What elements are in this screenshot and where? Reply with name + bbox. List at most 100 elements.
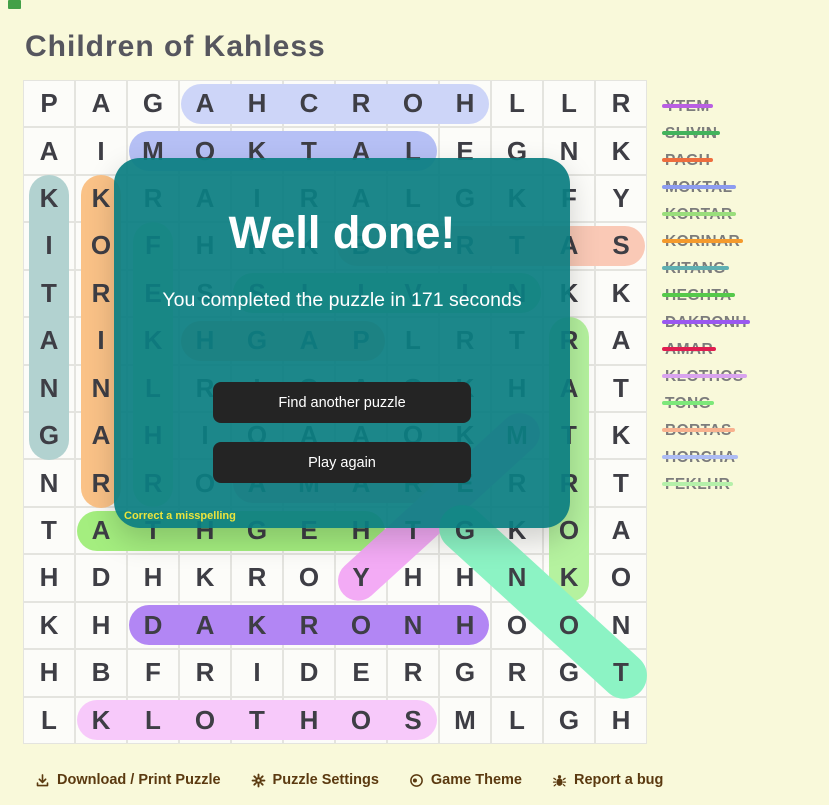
grid-cell[interactable]: E [335, 649, 387, 697]
grid-cell[interactable]: N [23, 364, 75, 412]
grid-cell[interactable]: H [127, 554, 179, 602]
puzzle-settings-button[interactable]: Puzzle Settings [251, 772, 379, 788]
grid-cell[interactable]: A [75, 80, 127, 128]
grid-cell[interactable]: A [595, 506, 647, 555]
grid-cell[interactable]: L [127, 696, 179, 744]
grid-cell[interactable]: K [595, 269, 647, 318]
grid-cell[interactable]: A [179, 80, 231, 128]
grid-cell[interactable]: H [387, 554, 439, 602]
word-strikethrough [662, 374, 747, 378]
grid-cell[interactable]: H [439, 554, 491, 602]
grid-cell[interactable]: H [439, 601, 491, 650]
game-theme-button[interactable]: Game Theme [409, 772, 522, 788]
grid-cell[interactable]: T [595, 364, 647, 412]
grid-cell[interactable]: K [179, 554, 231, 602]
grid-cell[interactable]: T [231, 696, 283, 744]
grid-cell[interactable]: M [439, 696, 491, 744]
word-list-item: BORTAS [662, 417, 735, 444]
grid-cell[interactable]: O [491, 601, 543, 650]
grid-cell[interactable]: A [23, 317, 75, 365]
grid-cell[interactable]: O [179, 696, 231, 744]
grid-cell[interactable]: O [595, 554, 647, 602]
grid-cell[interactable]: S [387, 696, 439, 744]
grid-cell[interactable]: N [387, 601, 439, 650]
grid-letter: T [249, 704, 265, 735]
grid-cell[interactable]: A [595, 317, 647, 365]
grid-cell[interactable]: O [335, 696, 387, 744]
grid-letter: H [403, 562, 423, 593]
grid-cell[interactable]: H [439, 80, 491, 128]
grid-cell[interactable]: R [387, 649, 439, 697]
grid-cell[interactable]: R [283, 601, 335, 650]
grid-cell[interactable]: H [231, 80, 283, 128]
grid-cell[interactable]: H [23, 554, 75, 602]
grid-cell[interactable]: R [335, 80, 387, 128]
grid-cell[interactable]: K [23, 601, 75, 650]
grid-cell[interactable]: F [127, 649, 179, 697]
grid-cell[interactable]: B [75, 649, 127, 697]
grid-cell[interactable]: G [23, 411, 75, 460]
grid-cell[interactable]: G [543, 696, 595, 744]
grid-cell[interactable]: O [335, 601, 387, 650]
grid-cell[interactable]: S [595, 222, 647, 270]
grid-cell[interactable]: L [491, 696, 543, 744]
grid-cell[interactable]: D [75, 554, 127, 602]
grid-letter: A [195, 88, 215, 119]
grid-cell[interactable]: R [231, 554, 283, 602]
grid-letter: R [195, 657, 215, 688]
grid-cell[interactable]: N [491, 554, 543, 602]
grid-cell[interactable]: I [75, 127, 127, 175]
grid-cell[interactable]: K [231, 601, 283, 650]
grid-cell[interactable]: H [23, 649, 75, 697]
word-strikethrough [662, 212, 736, 216]
grid-cell[interactable]: T [23, 269, 75, 318]
grid-cell[interactable]: R [595, 80, 647, 128]
grid-cell[interactable]: T [23, 506, 75, 555]
grid-cell[interactable]: H [595, 696, 647, 744]
report-bug-button[interactable]: Report a bug [552, 772, 663, 788]
grid-cell[interactable]: T [595, 649, 647, 697]
grid-cell[interactable]: N [595, 601, 647, 650]
grid-cell[interactable]: R [491, 649, 543, 697]
grid-letter: A [611, 325, 631, 356]
grid-cell[interactable]: O [283, 554, 335, 602]
word-strikethrough [662, 185, 736, 189]
grid-cell[interactable]: Y [595, 174, 647, 223]
grid-cell[interactable]: D [127, 601, 179, 650]
grid-letter: N [559, 135, 579, 166]
grid-cell[interactable]: G [543, 649, 595, 697]
grid-cell[interactable]: K [75, 696, 127, 744]
find-another-puzzle-button[interactable]: Find another puzzle [213, 382, 471, 423]
grid-cell[interactable]: N [23, 459, 75, 507]
grid-cell[interactable]: H [75, 601, 127, 650]
grid-letter: I [97, 325, 105, 356]
grid-cell[interactable]: Y [335, 554, 387, 602]
grid-cell[interactable]: K [543, 554, 595, 602]
grid-cell[interactable]: T [595, 459, 647, 507]
grid-cell[interactable]: G [127, 80, 179, 128]
grid-cell[interactable]: C [283, 80, 335, 128]
grid-cell[interactable]: L [543, 80, 595, 128]
correct-misspelling-link[interactable]: Correct a misspelling [124, 510, 236, 522]
grid-cell[interactable]: D [283, 649, 335, 697]
grid-letter: D [91, 562, 111, 593]
grid-cell[interactable]: I [23, 222, 75, 270]
grid-cell[interactable]: H [283, 696, 335, 744]
grid-cell[interactable]: O [387, 80, 439, 128]
grid-cell[interactable]: K [595, 127, 647, 175]
grid-cell[interactable]: L [491, 80, 543, 128]
grid-cell[interactable]: K [23, 174, 75, 223]
grid-cell[interactable]: A [23, 127, 75, 175]
grid-cell[interactable]: R [179, 649, 231, 697]
play-again-button[interactable]: Play again [213, 442, 471, 483]
download-print-button[interactable]: Download / Print Puzzle [35, 772, 221, 788]
grid-cell[interactable]: O [543, 601, 595, 650]
grid-cell[interactable]: P [23, 80, 75, 128]
grid-cell[interactable]: A [179, 601, 231, 650]
grid-cell[interactable]: K [595, 411, 647, 460]
grid-cell[interactable]: I [231, 649, 283, 697]
word-strikethrough [662, 320, 751, 324]
grid-cell[interactable]: L [23, 696, 75, 744]
grid-cell[interactable]: G [439, 649, 491, 697]
